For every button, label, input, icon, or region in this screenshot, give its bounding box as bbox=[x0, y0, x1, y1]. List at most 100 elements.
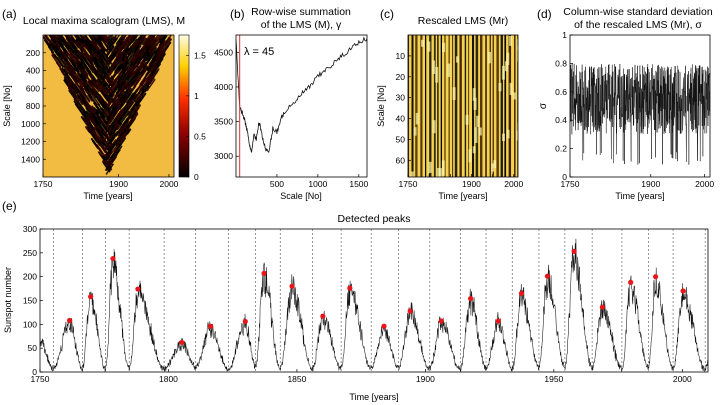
panel-e-ytick-label: 0 bbox=[32, 367, 37, 377]
lms-maxima-mark bbox=[119, 35, 127, 43]
detected-peak-point bbox=[544, 273, 551, 279]
lms-maxima-mark bbox=[141, 65, 150, 76]
lms-maxima-mark bbox=[161, 38, 172, 53]
panel-d-title: Column-wise standard deviation bbox=[563, 6, 713, 18]
detected-peak-point bbox=[179, 339, 185, 346]
detected-peak-point bbox=[347, 285, 353, 291]
panel-a-xtick-label: 2000 bbox=[160, 179, 179, 189]
lms-maxima-mark bbox=[164, 35, 173, 44]
lms-maxima-mark bbox=[126, 110, 132, 117]
panel-e-marks bbox=[40, 229, 708, 372]
panel-c-title: Rescaled LMS (Mr) bbox=[418, 15, 508, 27]
panel-c-xtick-label: 1750 bbox=[399, 179, 418, 189]
rescaled-lms-stripe bbox=[420, 35, 423, 177]
panel-e-ylabel: Sunspot number bbox=[3, 267, 13, 333]
panel-e-xtick-label: 1750 bbox=[31, 374, 50, 384]
detected-peak-point bbox=[628, 279, 634, 285]
rescaled-lms-highlight bbox=[516, 39, 518, 51]
lms-maxima-mark bbox=[130, 112, 139, 123]
lms-maxima-mark bbox=[144, 85, 150, 93]
detected-peak-point bbox=[518, 290, 525, 296]
rescaled-lms-highlight bbox=[438, 168, 442, 177]
lms-maxima-mark bbox=[108, 139, 117, 150]
lms-maxima-mark bbox=[87, 94, 94, 102]
lms-maxima-mark bbox=[151, 63, 162, 77]
rescaled-lms-stripe bbox=[496, 35, 499, 177]
panel-e-xtick-label: 1800 bbox=[159, 374, 178, 384]
panel-e-ytick-label: 300 bbox=[23, 224, 37, 234]
lms-maxima-mark bbox=[126, 47, 133, 56]
lms-maxima-mark bbox=[139, 37, 147, 47]
detected-peak-point bbox=[207, 323, 214, 329]
lms-maxima-mark bbox=[122, 88, 133, 101]
lms-maxima-mark bbox=[116, 107, 125, 118]
lms-maxima-mark bbox=[73, 98, 82, 109]
lms-maxima-mark bbox=[107, 35, 114, 42]
panel-a-ytick-label: 1400 bbox=[21, 154, 40, 164]
lms-maxima-mark bbox=[122, 81, 128, 89]
rescaled-lms-highlight bbox=[472, 88, 476, 101]
rescaled-lms-highlight bbox=[474, 127, 478, 143]
rescaled-lms-highlight bbox=[506, 52, 510, 65]
panel-c-ytick-label: 50 bbox=[396, 134, 406, 144]
lms-maxima-mark bbox=[149, 35, 156, 42]
lms-maxima-mark bbox=[96, 35, 102, 42]
rescaled-lms-stripe bbox=[468, 35, 470, 177]
rescaled-lms-stripe bbox=[408, 35, 410, 177]
panel-a-ytick-label: 600 bbox=[26, 83, 40, 93]
lms-maxima-mark bbox=[126, 35, 132, 42]
lms-maxima-mark bbox=[158, 35, 166, 43]
lms-maxima-mark bbox=[132, 45, 142, 57]
rescaled-lms-stripe bbox=[504, 35, 507, 177]
lms-maxima-mark bbox=[140, 35, 147, 43]
rescaled-lms-highlight bbox=[472, 146, 476, 154]
panel-a-heatmap-marks bbox=[43, 35, 173, 175]
lms-maxima-mark bbox=[119, 43, 130, 57]
lms-maxima-mark bbox=[56, 57, 65, 68]
lms-maxima-mark bbox=[107, 75, 113, 83]
lms-maxima-mark bbox=[153, 60, 161, 71]
panel-c-ytick-label: 30 bbox=[396, 93, 406, 103]
lms-maxima-mark bbox=[72, 74, 80, 84]
lms-maxima-mark bbox=[109, 78, 115, 85]
panel-e-ytick-label: 250 bbox=[23, 248, 37, 258]
lms-maxima-mark bbox=[107, 150, 113, 158]
lms-maxima-mark bbox=[116, 90, 126, 103]
panel-a-xtick-label: 1900 bbox=[109, 179, 128, 189]
lms-maxima-mark bbox=[79, 106, 91, 121]
rescaled-lms-stripe bbox=[475, 35, 479, 177]
rescaled-lms-highlight bbox=[415, 112, 419, 125]
rescaled-lms-stripe bbox=[454, 35, 458, 177]
lms-maxima-mark bbox=[61, 47, 67, 54]
lms-maxima-mark bbox=[133, 63, 143, 76]
panel-b-annotation: λ = 45 bbox=[244, 46, 274, 58]
lms-maxima-mark bbox=[104, 35, 112, 43]
panel-b-label: (b) bbox=[230, 7, 245, 21]
lms-maxima-mark bbox=[109, 82, 119, 95]
lms-maxima-mark bbox=[103, 35, 111, 45]
panel-d-sigma-series-line bbox=[570, 63, 710, 165]
rescaled-lms-highlight bbox=[476, 115, 480, 127]
panel-d-ytick-label: 0.4 bbox=[555, 115, 567, 125]
rescaled-lms-highlight bbox=[502, 133, 506, 142]
rescaled-lms-highlight bbox=[493, 160, 497, 168]
rescaled-lms-highlight bbox=[442, 42, 446, 53]
panel-e-ytick-label: 150 bbox=[23, 296, 37, 306]
rescaled-lms-highlight bbox=[452, 87, 456, 100]
panel-e-xtick-label: 1850 bbox=[287, 374, 306, 384]
detected-peak-point bbox=[135, 286, 141, 292]
rescaled-lms-stripe bbox=[452, 35, 454, 177]
lms-maxima-mark bbox=[153, 35, 160, 43]
panel-e: (e) Detected peaks 1750 1800 1850 1900 1950 2… bbox=[2, 199, 709, 402]
lms-maxima-mark bbox=[128, 35, 137, 44]
lms-maxima-mark bbox=[67, 49, 77, 61]
colorbar-tick-label: 1 bbox=[194, 91, 199, 101]
panel-d-ytick-label: 0.6 bbox=[555, 87, 567, 97]
rescaled-lms-highlight bbox=[432, 120, 436, 134]
rescaled-lms-stripe bbox=[448, 35, 450, 177]
panel-c-ylabel: Scale [No] bbox=[376, 85, 386, 127]
rescaled-lms-stripe bbox=[489, 35, 492, 177]
panel-c-ytick-label: 40 bbox=[396, 114, 406, 124]
lms-maxima-mark bbox=[113, 145, 123, 158]
